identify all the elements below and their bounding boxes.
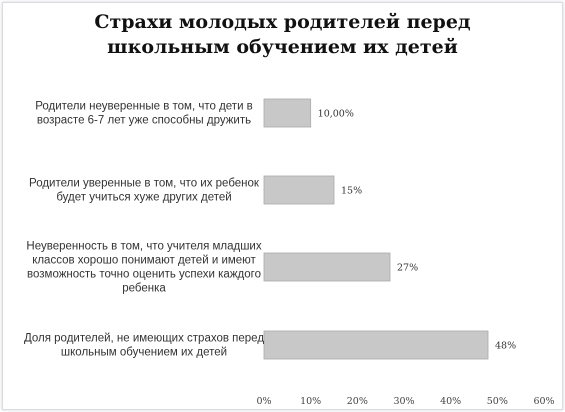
category-label-3-line-2: классов хорошо понимают детей и имеют [32,255,256,267]
x-tick-40pct: 40% [440,396,461,407]
x-tick-60pct: 60% [533,396,554,407]
bar-3 [263,252,391,282]
category-label-4-line-2: школьным обучением их детей [61,347,227,359]
bar-1 [263,98,312,128]
bar-4 [263,330,489,360]
bar-2 [263,175,335,205]
chart-title: Страхи молодых родителей перед школьным … [0,10,565,60]
category-label-3-line-3: возможность точно оценить успехи каждого [27,269,261,281]
x-tick-20pct: 20% [347,396,368,407]
chart-title-line-2: школьным обучением их детей [107,36,458,58]
data-label-1: 10,00% [318,109,354,120]
data-label-3: 27% [397,263,418,274]
category-label-3-line-4: ребенка [122,283,166,295]
x-tick-10pct: 10% [300,396,321,407]
x-tick-50pct: 50% [487,396,508,407]
category-label-2-line-2: будет учиться хуже других детей [56,192,231,204]
category-label-1-line-2: возрасте 6-7 лет уже способны дружить [37,115,251,127]
data-label-4: 48% [495,341,516,352]
category-label-4-line-1: Доля родителей, не имеющих страхов перед [24,333,264,345]
category-label-2-line-1: Родители уверенные в том, что их ребенок [29,178,260,190]
data-label-2: 15% [341,186,362,197]
x-tick-0pct: 0% [256,396,271,407]
chart-title-line-1: Страхи молодых родителей перед [94,11,471,33]
x-tick-30pct: 30% [393,396,414,407]
category-label-3-line-1: Неуверенность в том, что учителя младших [26,241,261,253]
category-label-1-line-1: Родители неуверенные в том, что дети в [35,101,253,113]
